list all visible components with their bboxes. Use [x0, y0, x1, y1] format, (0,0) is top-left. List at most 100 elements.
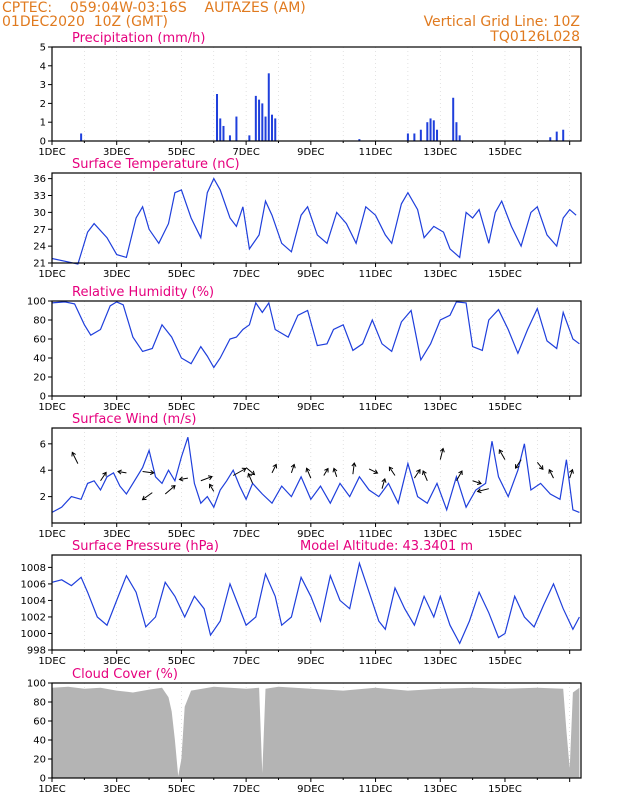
x-tick-label: 15DEC — [488, 402, 522, 413]
precip-bar — [248, 135, 251, 141]
x-tick-label: 9DEC — [297, 402, 324, 413]
wind-arrow-shaft — [100, 472, 107, 482]
wind-arrow-shaft — [323, 468, 329, 476]
x-tick-label: 5DEC — [168, 656, 195, 667]
precip-bar — [455, 122, 458, 141]
x-tick-label: 9DEC — [297, 784, 324, 795]
panel-wind: 2 4 6 1DEC 3DEC 5DEC 7DEC 9DEC 11DEC 13DEC 15DEC Su… — [38, 412, 582, 540]
wind-arrow-head — [458, 470, 463, 476]
x-tick-label: 7DEC — [232, 402, 259, 413]
x-tick-label: 11DEC — [359, 529, 393, 540]
y-tick-label: 0 — [40, 392, 46, 403]
wind-arrow-shaft — [200, 476, 213, 482]
wind-arrow-head — [102, 471, 107, 477]
x-tick-label: 5DEC — [168, 147, 195, 158]
x-tick-label: 7DEC — [232, 656, 259, 667]
wind-arrow-shaft — [71, 452, 79, 464]
wind-arrow-shaft — [548, 469, 554, 479]
y-tick-label: 40 — [33, 354, 46, 365]
y-tick-label: 60 — [33, 335, 46, 346]
panel-precip: 0 1 2 3 4 5 1DEC 3DEC 5DEC 7DEC 9DEC 11DEC 13DEC 15DE… — [38, 31, 582, 158]
wind-arrow-head — [498, 449, 504, 454]
x-tick-label: 3DEC — [103, 784, 130, 795]
humidity-series-line — [51, 301, 580, 369]
y-tick-label: 0 — [40, 774, 46, 785]
panel-title: Surface Temperature (nC) — [72, 157, 240, 172]
precip-bar — [254, 95, 257, 141]
x-tick-label: 13DEC — [423, 656, 457, 667]
y-tick-label: 1002 — [21, 612, 46, 623]
wind-arrow — [368, 468, 379, 474]
wind-arrow-shaft — [333, 468, 338, 477]
x-tick-label: 9DEC — [297, 269, 324, 280]
wind-arrow-head — [514, 464, 520, 469]
wind-arrow-shaft — [142, 471, 154, 474]
wind-arrow — [141, 492, 153, 501]
y-tick-label: 60 — [33, 717, 46, 728]
y-tick-label: 24 — [33, 242, 46, 253]
x-tick-label: 3DEC — [103, 147, 130, 158]
wind-arrow-shaft — [142, 492, 153, 501]
wind-arrow-head — [439, 447, 445, 453]
y-tick-label: 6 — [40, 439, 46, 450]
precip-bar — [458, 135, 461, 141]
x-tick-label: 5DEC — [168, 529, 195, 540]
precip-bar — [80, 133, 83, 141]
x-tick-label: 15DEC — [488, 529, 522, 540]
wind-arrow — [381, 478, 387, 489]
wind-arrow — [178, 476, 188, 482]
x-tick-label: 15DEC — [488, 147, 522, 158]
wind-arrow — [71, 451, 79, 464]
precip-bar — [222, 125, 225, 141]
x-tick-label: 9DEC — [297, 147, 324, 158]
y-tick-label: 3 — [40, 80, 46, 91]
wind-arrow-shaft — [439, 448, 444, 460]
precip-bar — [258, 99, 261, 141]
x-tick-label: 1DEC — [38, 147, 65, 158]
wind-arrow — [247, 472, 254, 484]
precip-bar — [562, 129, 565, 141]
precip-bar — [555, 131, 558, 141]
precip-bar — [274, 118, 277, 141]
x-tick-label: 5DEC — [168, 402, 195, 413]
wind-arrow — [548, 468, 554, 479]
wind-arrow — [332, 467, 338, 477]
wind-arrow — [142, 470, 155, 476]
wind-arrow-shaft — [368, 468, 378, 474]
x-tick-label: 13DEC — [423, 402, 457, 413]
wind-arrow-shaft — [117, 470, 127, 474]
wind-arrow-head — [416, 468, 421, 474]
x-tick-label: 15DEC — [488, 784, 522, 795]
y-tick-label: 0 — [40, 137, 46, 148]
wind-arrow-shaft — [352, 462, 355, 475]
x-tick-label: 1DEC — [38, 402, 65, 413]
y-tick-label: 1006 — [21, 579, 46, 590]
wind-arrow-head — [388, 466, 394, 472]
x-tick-label: 1DEC — [38, 269, 65, 280]
wind-arrow — [164, 485, 176, 495]
wind-arrow-head — [373, 469, 379, 474]
precip-bar — [432, 120, 435, 141]
x-tick-label: 5DEC — [168, 784, 195, 795]
x-tick-label: 11DEC — [359, 147, 393, 158]
wind-arrow-head — [332, 467, 338, 473]
x-tick-label: 7DEC — [232, 784, 259, 795]
wind-arrow-head — [381, 478, 387, 483]
precip-bar — [228, 135, 231, 141]
header-station-line: CPTEC: 059:04W-03:16S AUTAZES (AM) — [2, 0, 306, 16]
wind-arrow-shaft — [413, 469, 421, 479]
y-tick-label: 21 — [33, 259, 46, 270]
x-tick-label: 9DEC — [297, 656, 324, 667]
x-tick-label: 3DEC — [103, 529, 130, 540]
header-run-id: TQ0126L028 — [490, 29, 580, 45]
precip-bar — [419, 129, 422, 141]
wind-arrow-head — [71, 451, 76, 457]
wind-arrow — [271, 463, 278, 474]
precip-bar — [264, 116, 267, 141]
panel-frame — [51, 682, 582, 779]
wind-arrow — [476, 488, 489, 494]
header-vertical-grid-line: Vertical Grid Line: 10Z — [423, 14, 580, 30]
y-tick-label: 100 — [27, 297, 46, 308]
panel-title: Relative Humidity (%) — [72, 285, 214, 300]
x-tick-label: 1DEC — [38, 784, 65, 795]
